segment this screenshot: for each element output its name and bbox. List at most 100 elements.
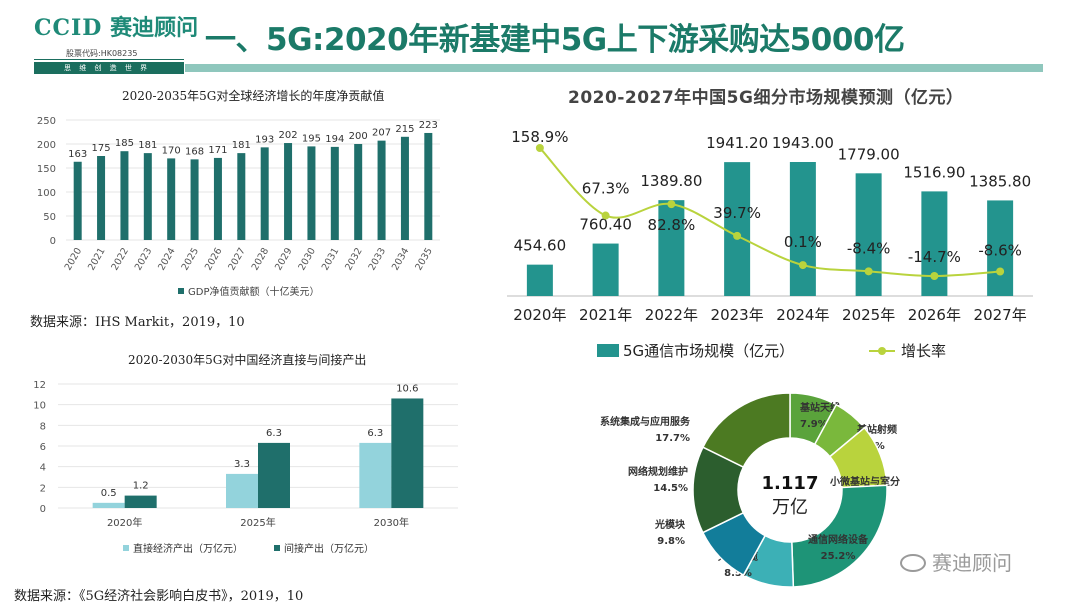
bar: [377, 140, 386, 240]
bar: [921, 191, 948, 296]
line-label: 39.7%: [713, 204, 761, 222]
wechat-icon: [900, 553, 926, 572]
bar: [237, 153, 246, 240]
bar: [190, 159, 199, 240]
line-label: -8.4%: [847, 239, 891, 257]
bar: [658, 200, 685, 296]
chart1-title: 2020-2035年5G对全球经济增长的年度净贡献值: [122, 89, 385, 103]
donut-center-value: 1.117: [762, 473, 819, 494]
y-tick-label: 0: [50, 236, 56, 247]
legend-label: 直接经济产出（万亿元）: [133, 542, 243, 555]
x-tick-label: 2027: [226, 246, 248, 272]
data-label: 181: [232, 140, 251, 151]
x-tick-label: 2022: [109, 246, 131, 272]
bar: [73, 161, 82, 240]
y-tick-label: 250: [37, 116, 56, 127]
data-label: 1516.90: [903, 163, 965, 181]
slice-name: 通信网络设备: [808, 533, 869, 546]
data-label: 207: [372, 128, 391, 139]
logo-slogan: 思 维 创 造 世 界: [34, 62, 184, 74]
data-label: 202: [279, 130, 298, 141]
data-label: 163: [68, 149, 87, 160]
bar: [307, 146, 316, 240]
x-tick-label: 2024: [156, 246, 178, 272]
chart3-title: 2020-2027年中国5G细分市场规模预测（亿元）: [568, 88, 964, 108]
line-point: [864, 267, 873, 276]
line-label: 158.9%: [511, 128, 568, 146]
bar: [284, 143, 293, 240]
x-tick-label: 2024年: [776, 306, 829, 324]
y-tick-label: 8: [40, 421, 46, 432]
logo-stock-code: 股票代码:HK08235: [66, 49, 138, 58]
line-point: [601, 211, 610, 220]
chart3-market-forecast: 454.60 2020年 760.40 2021年 1389.80 2022年 1941.2…: [507, 128, 1033, 360]
chart1-global-contribution: 0 50 100 150 200 250 163 2020 175 2021 185 2022 181 2…: [37, 116, 440, 298]
bar: [97, 156, 106, 240]
x-tick-label: 2020: [63, 246, 85, 272]
bar: [354, 144, 363, 240]
x-tick-label: 2021: [86, 246, 108, 272]
legend-swatch: [274, 545, 280, 551]
x-tick-label: 2033: [367, 246, 389, 272]
x-tick-label: 2020年: [513, 306, 566, 324]
logo-divider: [34, 59, 184, 60]
y-tick-label: 100: [37, 188, 56, 199]
y-tick-label: 4: [40, 463, 46, 474]
bar: [92, 502, 125, 508]
bar: [789, 162, 816, 296]
legend-label: GDP净值贡献额（十亿美元）: [188, 285, 319, 298]
y-tick-label: 50: [43, 212, 56, 223]
y-tick-label: 10: [33, 401, 46, 412]
bar: [213, 157, 222, 240]
data-label: 3.3: [234, 459, 250, 470]
legend-swatch: [178, 288, 184, 294]
slice-value: 9.8%: [657, 536, 685, 547]
line-point: [535, 144, 544, 152]
data-label: 175: [92, 143, 111, 154]
slice-value: 17.7%: [655, 433, 690, 444]
line-label: 0.1%: [784, 233, 822, 251]
donut-slice: [701, 392, 791, 469]
line-point: [798, 261, 807, 270]
y-tick-label: 0: [40, 504, 46, 515]
logo-cn: 赛迪顾问: [110, 16, 199, 41]
x-tick-label: 2020年: [107, 516, 142, 529]
slice-value: 14.5%: [653, 483, 688, 494]
slice-name: 光模块: [654, 518, 686, 531]
x-tick-label: 2028: [250, 246, 272, 272]
legend-label: 5G通信市场规模（亿元）: [623, 342, 794, 360]
donut-slice: [791, 484, 888, 588]
x-tick-label: 2030: [296, 246, 318, 272]
line-label: -14.7%: [908, 248, 961, 266]
data-label: 1943.00: [772, 134, 834, 152]
legend-label: 间接产出（万亿元）: [284, 542, 374, 555]
data-label: 1389.80: [640, 172, 702, 190]
header-divider: [185, 64, 1043, 72]
bar: [260, 147, 269, 240]
bar: [592, 243, 619, 296]
line-label: -8.6%: [978, 242, 1022, 260]
bar: [391, 398, 424, 508]
chart4-segment-donut: 基站天线7.9%基站射频6.0%小微基站与室分10.3%通信网络设备25.2%光…: [600, 392, 900, 588]
x-tick-label: 2032: [343, 246, 365, 272]
data-label: 171: [208, 145, 227, 156]
logo-brand: CCID 赛迪顾问: [34, 10, 198, 42]
line-point: [930, 272, 939, 280]
source-note-1: 数据来源：IHS Markit，2019，10: [30, 315, 245, 330]
chart2-title: 2020-2030年5G对中国经济直接与间接产出: [128, 353, 367, 367]
slice-value: 8.5%: [724, 568, 752, 579]
data-label: 10.6: [396, 383, 418, 394]
legend-swatch: [597, 344, 619, 357]
x-tick-label: 2030年: [374, 516, 409, 529]
data-label: 1779.00: [838, 145, 900, 163]
chart2-china-output: 0 2 4 6 8 10 12 0.5 1.2 2020年 3.3 6.3 2025年 6.3 10.6 20…: [33, 380, 458, 555]
bar: [724, 162, 751, 296]
bar: [855, 173, 882, 296]
bar: [258, 442, 290, 508]
data-label: 181: [138, 140, 157, 151]
legend-marker: [878, 347, 886, 355]
data-label: 193: [255, 134, 274, 145]
slice-value: 25.2%: [821, 551, 856, 562]
watermark-text: 赛迪顾问: [932, 551, 1012, 575]
bar: [120, 151, 129, 240]
